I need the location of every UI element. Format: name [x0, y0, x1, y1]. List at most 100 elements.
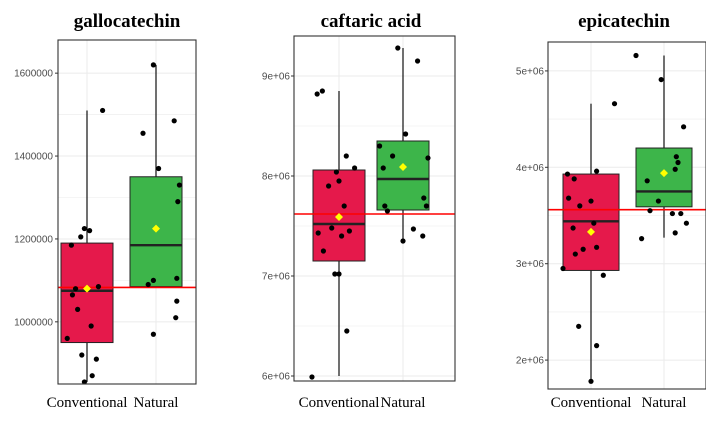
data-point	[150, 62, 156, 68]
mean-marker	[83, 284, 91, 293]
data-point	[683, 220, 690, 226]
data-point	[577, 203, 583, 209]
data-point	[81, 225, 87, 232]
data-point	[594, 244, 600, 250]
data-point	[95, 284, 102, 290]
data-point	[400, 238, 406, 244]
data-point	[174, 275, 180, 281]
plot-area: 1000000 1200000 1400000 1600000	[14, 39, 197, 385]
data-point	[639, 236, 645, 242]
data-point	[678, 210, 684, 217]
data-point	[89, 373, 95, 379]
data-point	[336, 178, 342, 184]
data-point	[314, 91, 320, 97]
data-point	[564, 171, 571, 177]
plot-area: 6e+06 7e+06 8e+06 9e+06	[262, 35, 456, 383]
data-point	[333, 169, 339, 175]
data-point	[343, 153, 349, 159]
y-tick-label: 6e+06	[262, 372, 291, 383]
data-point	[93, 356, 99, 362]
mean-marker	[335, 213, 343, 221]
data-point	[156, 165, 162, 172]
data-point	[672, 166, 678, 172]
data-point	[423, 203, 429, 209]
data-point	[326, 183, 332, 189]
data-point	[68, 242, 74, 248]
y-tick-label: 3e+06	[516, 259, 545, 270]
data-point	[175, 199, 181, 205]
x-tick-label-conventional: Conventional	[299, 395, 380, 411]
x-tick-label-natural: Natural	[642, 395, 687, 411]
data-point	[421, 195, 427, 201]
data-point	[352, 165, 358, 171]
data-point	[69, 292, 76, 298]
mean-marker	[587, 227, 595, 236]
panel-epicatechin: 2e+06 3e+06 4e+06 5e+06 epicatechin Convent…	[516, 11, 706, 411]
box-conventional	[60, 242, 114, 344]
data-point	[75, 306, 81, 312]
y-tick-label: 4e+06	[516, 163, 545, 174]
data-point	[339, 233, 345, 239]
chart-title: epicatechin	[578, 11, 670, 32]
y-tick-label: 1200000	[14, 234, 53, 245]
data-point	[79, 352, 85, 358]
y-tick-label: 1600000	[14, 69, 53, 80]
data-point	[332, 271, 338, 277]
data-point	[588, 198, 594, 204]
data-point	[594, 343, 600, 349]
data-point	[611, 101, 618, 107]
data-point	[591, 220, 597, 226]
data-point	[171, 118, 177, 124]
data-point	[600, 272, 606, 278]
data-point	[87, 228, 93, 234]
data-point	[346, 228, 352, 234]
data-point	[425, 155, 431, 161]
y-tick-label: 2e+06	[516, 356, 545, 367]
data-point	[64, 335, 70, 342]
data-point	[675, 159, 681, 166]
data-point	[176, 182, 182, 188]
data-point	[570, 225, 576, 231]
data-point	[81, 379, 87, 385]
data-point	[669, 210, 676, 217]
panel-border	[547, 41, 706, 390]
data-point	[174, 298, 180, 304]
data-point	[319, 88, 325, 94]
x-tick-label-conventional: Conventional	[47, 395, 128, 411]
mean-marker	[399, 163, 407, 171]
data-point	[329, 225, 335, 231]
data-point	[580, 246, 586, 252]
data-point	[382, 203, 388, 209]
data-point	[72, 286, 79, 292]
data-point	[145, 281, 151, 288]
data-point	[644, 178, 650, 184]
data-point	[384, 208, 390, 214]
data-point	[380, 165, 386, 171]
data-point	[403, 131, 409, 137]
y-tick-label: 1000000	[14, 317, 53, 328]
data-point	[100, 107, 106, 114]
data-point	[571, 176, 577, 182]
data-point	[390, 153, 396, 159]
box-natural	[635, 147, 693, 208]
data-point	[576, 323, 582, 329]
y-tick-label: 9e+06	[262, 72, 291, 83]
data-point	[647, 208, 653, 214]
x-tick-label-natural: Natural	[134, 395, 179, 411]
plot-area: 2e+06 3e+06 4e+06 5e+06	[516, 41, 706, 390]
data-point	[395, 45, 401, 51]
box-natural	[376, 140, 430, 211]
data-point	[572, 251, 578, 257]
data-point	[566, 195, 572, 201]
panel-gallocatechin: 1000000 1200000 1400000 1600000 gallocatech…	[14, 11, 197, 411]
data-point	[140, 130, 146, 136]
data-point	[341, 203, 347, 209]
chart-title: gallocatechin	[74, 11, 181, 32]
chart-title: caftaric acid	[321, 11, 422, 32]
data-point	[336, 271, 342, 277]
data-point	[588, 378, 594, 384]
data-point	[681, 124, 687, 130]
data-point	[377, 143, 383, 149]
data-point	[414, 58, 421, 64]
